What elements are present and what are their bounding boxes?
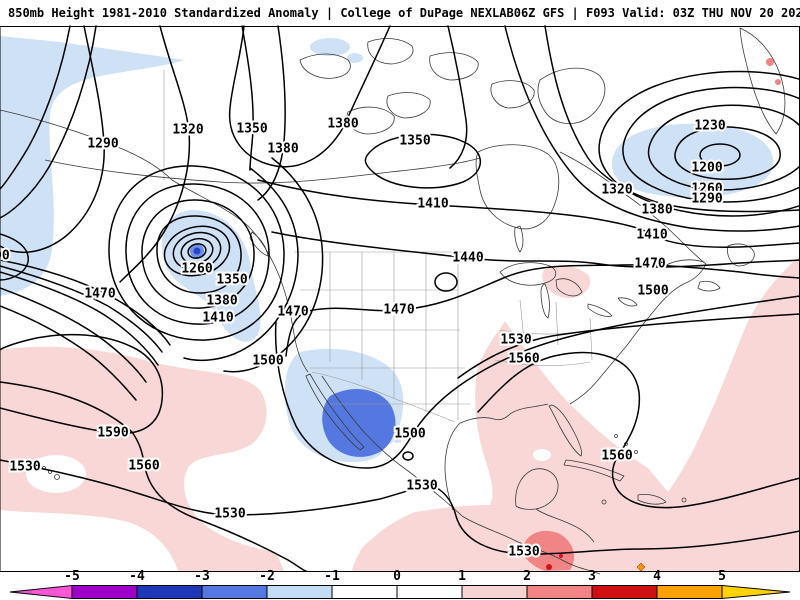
product-title: 850mb Height 1981-2010 Standardized Anom…	[8, 6, 514, 20]
shading-layer	[0, 36, 800, 572]
colorbar-tick-label: 4	[653, 569, 661, 584]
shade-hole-gulf	[533, 449, 551, 461]
shade-hole-hawaii	[26, 455, 86, 493]
contour-label: 1290	[87, 137, 118, 152]
contour-label: 1560	[128, 459, 159, 474]
colorbar-segment	[591, 585, 658, 599]
contour-label: 1200	[0, 249, 10, 264]
geography-layer	[0, 27, 786, 575]
shade-greenland-spot	[766, 58, 774, 66]
shade-great-lakes-patch	[542, 265, 591, 299]
contour-label: 1260	[181, 262, 212, 277]
colorbar-tick-label: 0	[393, 569, 401, 584]
contour-label: 1500	[637, 284, 668, 299]
colorbar-segment	[266, 585, 333, 599]
contour-label: 1380	[641, 203, 672, 218]
contour-label: 1410	[417, 197, 448, 212]
colorbar-segment	[656, 585, 723, 599]
colorbar-tick-label: 1	[458, 569, 466, 584]
contour-label: 1350	[216, 273, 247, 288]
contour-layer	[0, 25, 800, 572]
contour-label: 1530	[508, 545, 539, 560]
shade-speck	[369, 449, 375, 455]
contour-label: 1470	[277, 305, 308, 320]
colorbar-tick-label: 5	[718, 569, 726, 584]
contour-label: 1590	[97, 426, 128, 441]
core-red-speck	[546, 564, 552, 570]
shade-pacific-ridge	[0, 346, 284, 571]
colorbar-tick-label: -3	[194, 569, 210, 584]
contour-label: 1470	[634, 257, 665, 272]
contour-label: 1230	[694, 119, 725, 134]
shade-alaska-coast	[0, 36, 185, 296]
contour-label: 1380	[206, 294, 237, 309]
colorbar-segment	[396, 585, 463, 599]
colorbar-tick-label: -1	[324, 569, 340, 584]
colorbar-tick-label: 3	[588, 569, 596, 584]
contour-label: 1530	[9, 460, 40, 475]
shade-greenland-spot	[775, 79, 781, 85]
contour-label: 1530	[214, 507, 245, 522]
contour-label: 1500	[252, 354, 283, 369]
header-bar: 850mb Height 1981-2010 Standardized Anom…	[0, 0, 800, 26]
contour-label: 1410	[202, 311, 233, 326]
colorbar-tick-label: -2	[259, 569, 275, 584]
contour-label: 1470	[84, 287, 115, 302]
contour-label: 1350	[236, 122, 267, 137]
core-southwest	[322, 389, 396, 457]
contour-label: 1410	[636, 228, 667, 243]
colorbar-tick-label: -5	[64, 569, 80, 584]
shade-hole-mexico	[381, 441, 461, 508]
shade-arctic-patch	[347, 53, 363, 63]
contour-label: 1530	[406, 479, 437, 494]
contour-label: 1440	[452, 251, 483, 266]
model-valid-time: 06Z GFS | F093 Valid: 03Z THU NOV 20 202…	[513, 6, 800, 20]
shade-arctic-patch	[310, 38, 350, 56]
colorbar-right-pennant	[721, 584, 791, 600]
contour-label: 1470	[383, 303, 414, 318]
contour-label: 1320	[601, 183, 632, 198]
contour-label: 1380	[267, 142, 298, 157]
contour-label: 1320	[172, 123, 203, 138]
colorbar-segment	[331, 585, 398, 599]
colorbar-segment	[136, 585, 203, 599]
contour-label: 1530	[500, 333, 531, 348]
colorbar-segment	[461, 585, 528, 599]
colorbar-tick-label: -4	[129, 569, 145, 584]
colorbar-segment	[526, 585, 593, 599]
core-pacific-inner	[193, 247, 201, 255]
shade-southeast-ridge	[352, 256, 800, 571]
contour-label: 1560	[508, 352, 539, 367]
colorbar-segment	[71, 585, 138, 599]
contour-label: 1560	[601, 449, 632, 464]
colorbar-segment	[201, 585, 268, 599]
core-red-speck	[559, 554, 563, 558]
contour-label: 1260	[691, 182, 722, 197]
contour-label: 1500	[394, 427, 425, 442]
contour-label: 1290	[691, 192, 722, 207]
colorbar: -5 -4 -3 -2 -1 0 1 2 3 4 5	[9, 569, 791, 600]
contour-label: 1200	[691, 161, 722, 176]
contour-label: 1350	[399, 134, 430, 149]
core-central-america	[523, 530, 575, 571]
colorbar-left-pennant	[9, 584, 73, 600]
contour-label: 1380	[327, 117, 358, 132]
colorbar-tick-label: 2	[523, 569, 531, 584]
